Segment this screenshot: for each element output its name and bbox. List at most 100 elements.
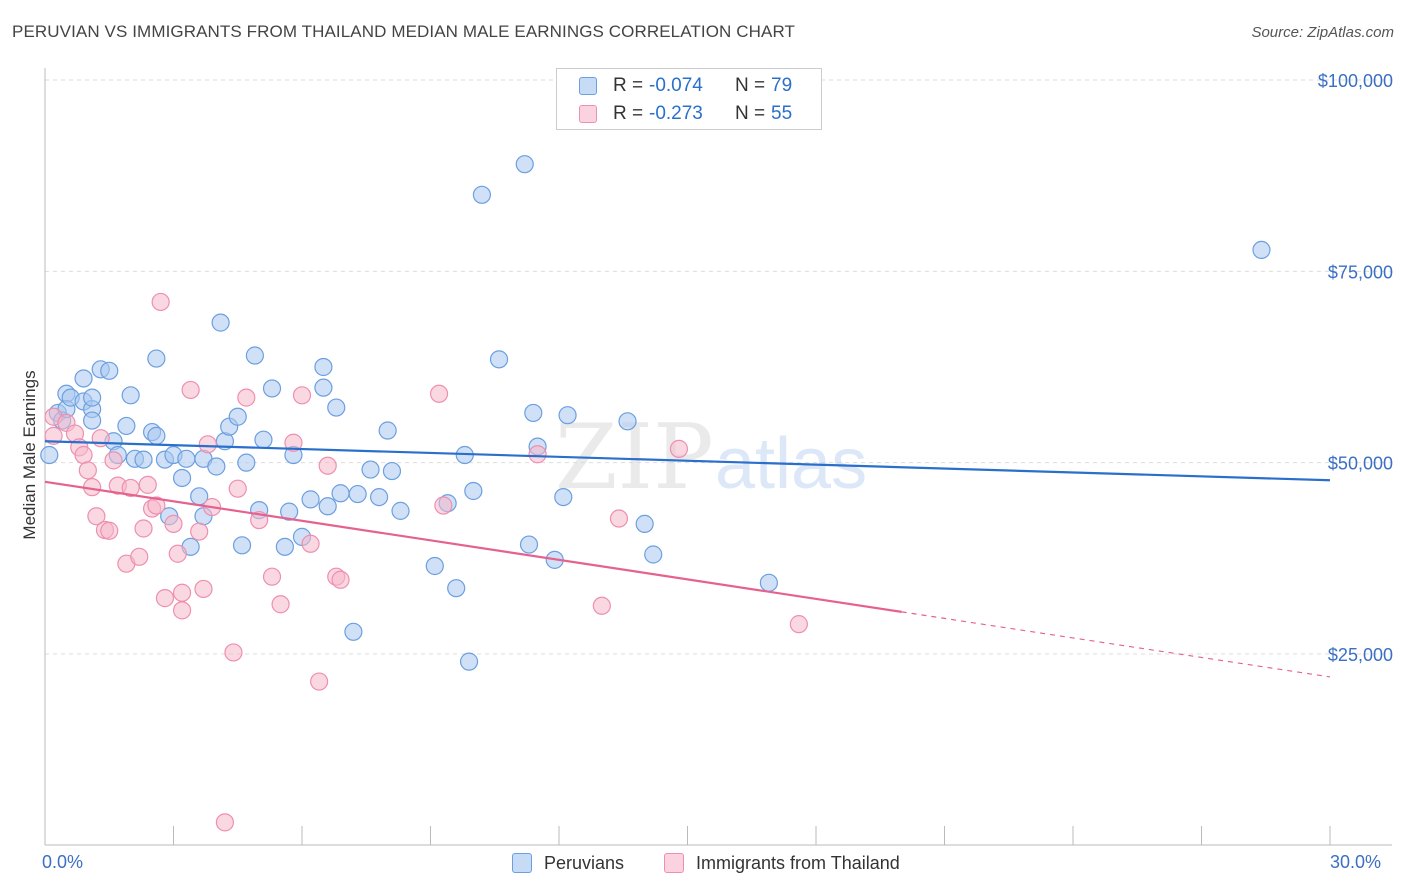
point-thailand bbox=[271, 595, 290, 614]
point-thailand bbox=[172, 601, 192, 620]
legend-label: Immigrants from Thailand bbox=[696, 853, 900, 873]
point-peruvians bbox=[211, 313, 230, 332]
point-peruvians bbox=[447, 579, 466, 598]
x-tick-label-max: 30.0% bbox=[1330, 852, 1382, 872]
y-axis-label: Median Male Earnings bbox=[20, 370, 39, 540]
point-peruvians bbox=[318, 497, 337, 516]
point-thailand bbox=[194, 579, 213, 599]
point-peruvians bbox=[370, 487, 389, 507]
legend-n-value: 79 bbox=[771, 75, 793, 96]
point-peruvians bbox=[177, 449, 196, 468]
point-thailand bbox=[78, 461, 97, 480]
point-thailand bbox=[669, 439, 689, 458]
point-peruvians bbox=[117, 416, 136, 436]
point-peruvians bbox=[280, 502, 299, 521]
legend-label: Peruvians bbox=[544, 853, 625, 873]
point-thailand bbox=[318, 456, 337, 475]
point-thailand bbox=[172, 583, 192, 602]
point-peruvians bbox=[275, 537, 294, 556]
point-thailand bbox=[147, 496, 166, 515]
point-peruvians bbox=[237, 453, 256, 472]
point-thailand bbox=[198, 435, 217, 454]
legend-swatch-blue bbox=[579, 77, 597, 95]
legend-r-label: R = bbox=[613, 75, 644, 96]
point-thailand bbox=[74, 445, 93, 465]
point-thailand bbox=[215, 813, 234, 832]
legend-n-label: N = bbox=[735, 75, 766, 96]
point-peruvians bbox=[83, 411, 102, 430]
chart-title: PERUVIAN VS IMMIGRANTS FROM THAILAND MED… bbox=[12, 22, 795, 41]
point-thailand bbox=[100, 521, 119, 540]
point-thailand bbox=[228, 479, 247, 498]
point-thailand bbox=[331, 570, 350, 589]
source-label: Source: ZipAtlas.com bbox=[1251, 24, 1394, 41]
point-thailand bbox=[44, 426, 63, 445]
point-peruvians bbox=[425, 556, 444, 576]
point-peruvians bbox=[489, 350, 509, 369]
legend-r-value: -0.273 bbox=[649, 103, 703, 124]
point-peruvians bbox=[472, 185, 491, 204]
y-tick-label: $75,000 bbox=[1328, 262, 1393, 282]
point-thailand bbox=[190, 522, 209, 541]
correlation-legend: R = -0.074 N = 79 R = -0.273 N = 55 bbox=[556, 68, 822, 130]
legend-row-thailand: R = -0.273 N = 55 bbox=[557, 99, 821, 129]
point-thailand bbox=[181, 380, 200, 400]
point-thailand bbox=[301, 534, 320, 553]
y-tick-label: $25,000 bbox=[1328, 645, 1393, 665]
point-thailand bbox=[164, 514, 183, 533]
point-peruvians bbox=[254, 430, 273, 449]
legend-swatch-pink bbox=[664, 853, 684, 873]
trend-line-dashed-thailand bbox=[901, 611, 1331, 678]
point-peruvians bbox=[40, 445, 59, 465]
point-peruvians bbox=[147, 426, 166, 445]
point-peruvians bbox=[301, 490, 320, 509]
legend-row-peruvians: R = -0.074 N = 79 bbox=[557, 71, 821, 101]
point-thailand bbox=[592, 596, 611, 615]
point-peruvians bbox=[262, 379, 282, 398]
point-peruvians bbox=[382, 461, 402, 481]
point-peruvians bbox=[618, 412, 637, 431]
legend-r-value: -0.074 bbox=[649, 75, 703, 96]
point-peruvians bbox=[644, 545, 663, 564]
y-tick-label: $50,000 bbox=[1328, 454, 1393, 474]
point-thailand bbox=[138, 475, 157, 494]
trend-line-peruvians bbox=[44, 440, 1331, 482]
point-peruvians bbox=[361, 460, 380, 479]
point-peruvians bbox=[459, 652, 479, 671]
point-peruvians bbox=[554, 487, 573, 507]
point-thailand bbox=[284, 433, 303, 452]
legend-swatch-pink bbox=[579, 105, 597, 123]
legend-n-label: N = bbox=[735, 103, 766, 124]
point-thailand bbox=[237, 388, 256, 407]
point-peruvians bbox=[207, 457, 226, 476]
point-peruvians bbox=[331, 484, 350, 503]
point-peruvians bbox=[100, 361, 119, 380]
legend-swatch-blue bbox=[512, 853, 532, 873]
point-peruvians bbox=[391, 501, 410, 520]
point-thailand bbox=[224, 643, 243, 662]
point-peruvians bbox=[327, 398, 346, 417]
point-peruvians bbox=[232, 536, 252, 555]
point-peruvians bbox=[121, 386, 140, 405]
trend-line-thailand bbox=[44, 480, 902, 613]
point-peruvians bbox=[245, 346, 264, 365]
point-peruvians bbox=[524, 403, 543, 423]
point-thailand bbox=[262, 567, 282, 586]
point-thailand bbox=[429, 384, 449, 403]
point-peruvians bbox=[344, 622, 363, 641]
point-peruvians bbox=[172, 468, 192, 488]
point-peruvians bbox=[759, 573, 778, 592]
point-thailand bbox=[87, 507, 106, 526]
legend-r-label: R = bbox=[613, 103, 644, 124]
point-thailand bbox=[134, 519, 153, 538]
point-peruvians bbox=[314, 357, 333, 377]
point-peruvians bbox=[519, 535, 539, 554]
point-peruvians bbox=[147, 349, 166, 368]
point-peruvians bbox=[464, 481, 483, 501]
point-thailand bbox=[168, 544, 187, 563]
point-thailand bbox=[789, 615, 808, 634]
point-thailand bbox=[104, 451, 123, 470]
legend-n-value: 55 bbox=[771, 103, 793, 124]
point-peruvians bbox=[228, 407, 247, 426]
